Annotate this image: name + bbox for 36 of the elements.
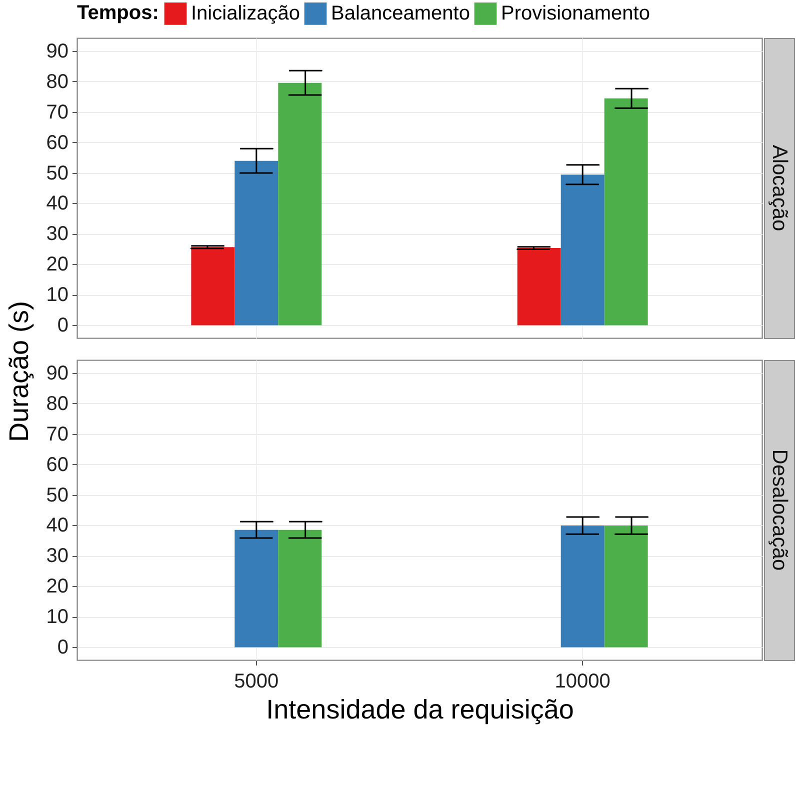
y-tick-label: 0 [57,636,68,659]
x-axis-title: Intensidade da requisição [266,694,574,724]
y-tick-label: 90 [46,362,68,384]
y-tick-label: 70 [46,423,68,446]
bar [604,98,648,326]
y-tick-label: 30 [46,223,68,246]
y-tick-label: 80 [46,70,68,93]
text: Alocação [768,144,791,232]
y-tick-label: 10 [46,284,68,306]
y-tick-label: 30 [46,545,68,568]
y-tick-label: 60 [46,454,68,476]
bar [191,247,235,326]
y-axis-title: Duração (s) [4,300,36,442]
y-tick-label: 20 [46,254,68,276]
legend-title: Tempos: [77,2,159,24]
y-tick-label: 90 [46,40,68,62]
x-tick-label: 5000 [234,670,279,692]
x-tick-label: 10000 [554,670,610,692]
y-tick-label: 50 [46,484,68,506]
bar [560,174,604,326]
y-tick-label: 40 [46,192,68,215]
y-tick-label: 50 [46,162,68,184]
text: Desalocação [768,449,791,571]
y-tick-label: 10 [46,606,68,628]
y-tick-label: 20 [46,576,68,598]
y-tick-label: 80 [46,392,68,415]
y-tick-label: 60 [46,132,68,154]
bar [234,160,278,326]
legend-label: Inicialização [191,2,300,25]
y-tick-label: 0 [57,314,68,337]
y-tick-label: 70 [46,101,68,124]
bar [278,82,322,326]
legend-label: Balanceamento [331,2,470,25]
y-tick-label: 40 [46,514,68,537]
bar [517,248,561,326]
legend-label: Provisionamento [501,2,650,25]
